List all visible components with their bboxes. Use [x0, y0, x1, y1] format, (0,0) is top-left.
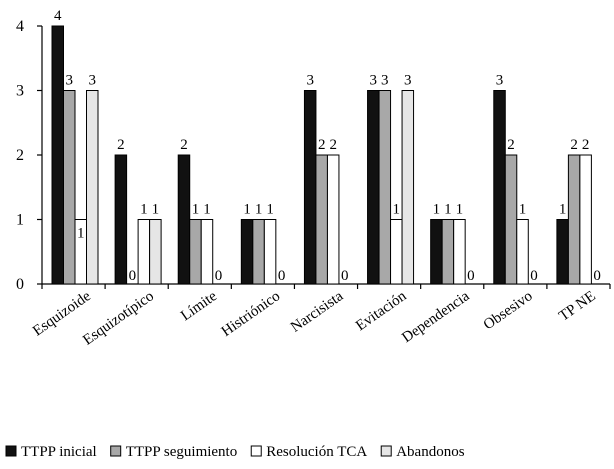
data-label-2-9: 2 [570, 137, 578, 153]
x-category-label: Obsesivo [481, 288, 536, 333]
data-label-1-9: 1 [559, 202, 567, 218]
data-label-4-3: 0 [215, 268, 223, 284]
bar-1-2 [114, 154, 128, 285]
x-category-label: Dependencia [399, 288, 473, 346]
data-label-1-1: 4 [54, 8, 62, 24]
data-label-2-5: 2 [318, 137, 326, 153]
y-tick-label: 1 [16, 212, 24, 229]
data-label-3-9: 2 [582, 137, 590, 153]
bar-2-1 [63, 90, 76, 285]
bar-3-8 [516, 219, 529, 285]
bar-1-9 [556, 219, 569, 285]
legend: TTPP inicial TTPP seguimiento Resolución T… [5, 444, 465, 460]
data-label-2-7: 1 [444, 202, 452, 218]
bar-1-6 [367, 90, 380, 285]
x-category-label: Evitación [353, 288, 410, 334]
x-category-label: TP NE [556, 288, 599, 324]
bar-2-4 [252, 219, 265, 285]
data-label-3-4: 1 [266, 202, 274, 218]
data-label-2-1: 3 [66, 73, 74, 89]
bar-3-5 [326, 154, 340, 285]
legend-swatch-3 [250, 445, 262, 457]
bar-3-7 [453, 219, 466, 285]
legend-swatch-4 [380, 445, 392, 457]
bar-2-3 [189, 219, 202, 285]
data-label-4-9: 0 [593, 268, 601, 284]
data-label-3-3: 1 [203, 202, 211, 218]
legend-label-1: TTPP inicial [21, 444, 97, 460]
y-tick-label: 4 [16, 18, 24, 35]
data-label-2-8: 2 [507, 137, 515, 153]
bar-1-8 [493, 90, 506, 285]
x-category-label: Límite [178, 288, 220, 324]
data-label-1-5: 3 [306, 73, 314, 89]
x-category-label: Histriónico [219, 288, 283, 340]
x-category-label: Esquizotípico [80, 288, 157, 348]
data-label-2-3: 1 [192, 202, 200, 218]
data-label-3-5: 2 [329, 137, 337, 153]
data-label-3-6: 1 [393, 202, 401, 218]
legend-label-4: Abandonos [396, 444, 464, 460]
bar-1-3 [177, 154, 191, 285]
data-label-4-1: 3 [89, 73, 97, 89]
data-label-3-8: 1 [519, 202, 527, 218]
bar-1-5 [303, 90, 317, 285]
bar-1-1 [51, 25, 64, 285]
data-label-1-3: 2 [180, 137, 188, 153]
data-label-1-2: 2 [117, 137, 125, 153]
bar-2-7 [441, 219, 455, 285]
y-tick-label: 2 [16, 147, 24, 164]
data-label-1-4: 1 [243, 202, 251, 218]
data-label-1-6: 3 [370, 73, 378, 89]
bar-3-6 [390, 219, 403, 285]
data-label-4-2: 1 [152, 202, 160, 218]
bar-1-4 [240, 219, 254, 285]
data-label-1-8: 3 [496, 73, 504, 89]
bar-3-2 [137, 219, 151, 285]
data-label-3-2: 1 [140, 202, 148, 218]
data-label-4-5: 0 [341, 268, 349, 284]
y-tick-label: 0 [16, 276, 24, 293]
legend-label-3: Resolución TCA [266, 444, 367, 460]
bar-4-6 [401, 90, 415, 285]
legend-swatch-1 [5, 445, 17, 457]
data-label-3-1: 1 [77, 226, 85, 242]
legend-swatch-2 [110, 445, 122, 457]
legend-label-2: TTPP seguimiento [126, 444, 238, 460]
bar-4-1 [86, 90, 99, 285]
data-label-2-2: 0 [129, 268, 137, 284]
bar-3-3 [200, 219, 214, 285]
data-label-1-7: 1 [433, 202, 441, 218]
bar-2-6 [378, 90, 392, 285]
bar-2-9 [567, 154, 581, 285]
data-label-2-4: 1 [255, 202, 263, 218]
data-label-4-7: 0 [467, 268, 475, 284]
x-category-label: Narcisista [288, 288, 347, 336]
bar-4-2 [149, 219, 162, 285]
bar-2-8 [504, 154, 518, 285]
bar-1-7 [430, 219, 443, 285]
bar-2-5 [315, 154, 328, 285]
data-label-2-6: 3 [381, 73, 389, 89]
data-label-4-8: 0 [530, 268, 538, 284]
data-label-3-7: 1 [456, 202, 464, 218]
data-label-4-6: 3 [404, 73, 412, 89]
data-label-4-4: 0 [278, 268, 286, 284]
bar-3-4 [263, 219, 277, 285]
y-tick-label: 3 [16, 83, 24, 100]
bar-3-9 [579, 154, 592, 285]
